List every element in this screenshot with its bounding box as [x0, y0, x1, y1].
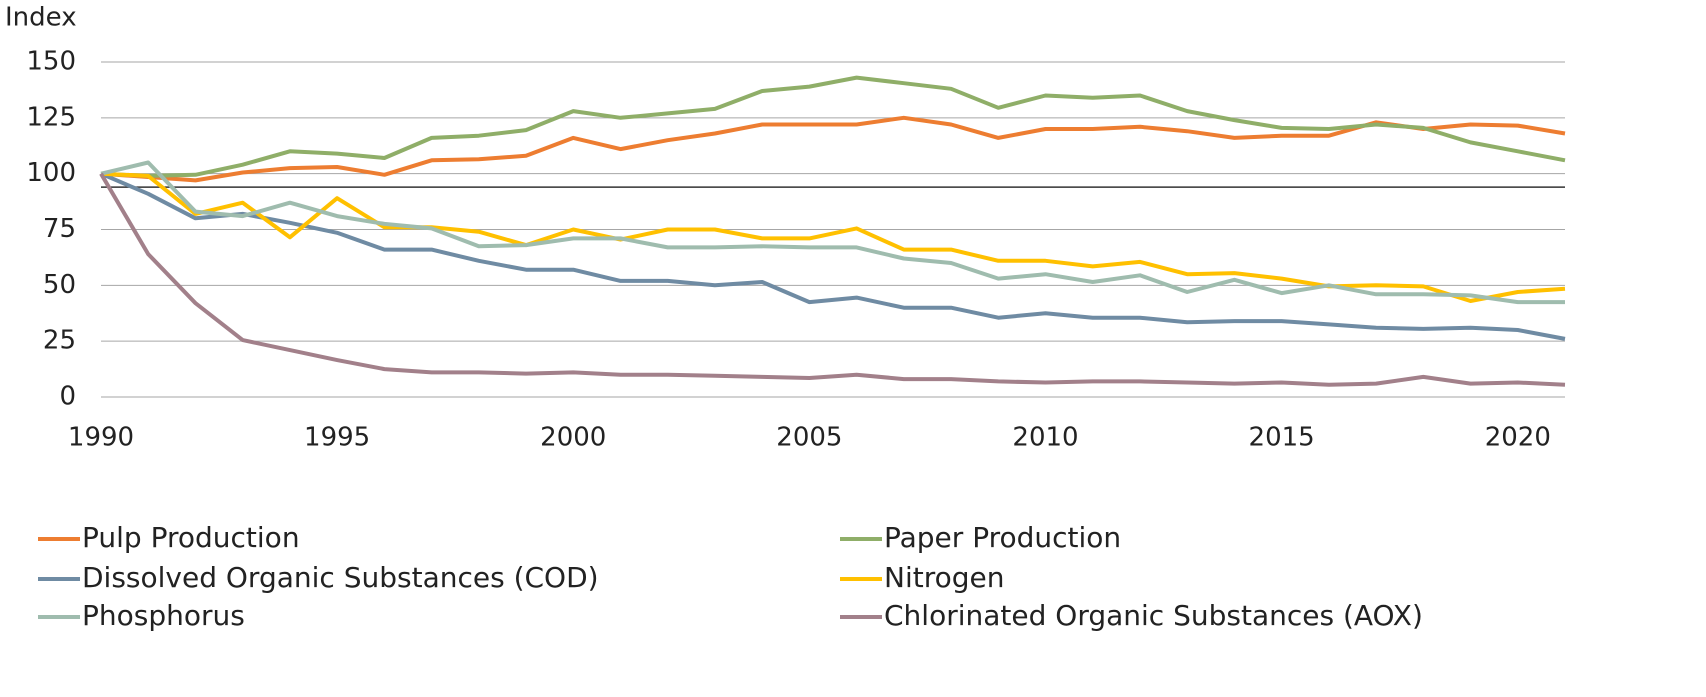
series-line — [100, 160, 1565, 305]
series-line — [100, 75, 1566, 178]
x-tick-label: 2005 — [776, 423, 842, 453]
legend-label: Dissolved Organic Substances (COD) — [82, 561, 599, 594]
series-line — [100, 171, 1566, 341]
legend-label: Nitrogen — [884, 561, 1004, 594]
x-tick-label: 2000 — [540, 423, 606, 453]
y-tick-label: 100 — [26, 158, 76, 188]
y-tick-label: 75 — [43, 214, 76, 244]
y-tick-label: 50 — [43, 270, 76, 300]
x-tick-label: 1990 — [68, 423, 134, 453]
x-tick-label: 2010 — [1012, 423, 1078, 453]
x-tick-label: 1995 — [304, 423, 370, 453]
legend-label: Phosphorus — [82, 599, 245, 632]
x-tick-label: 2020 — [1485, 423, 1551, 453]
series-line — [100, 171, 1566, 303]
legend-label: Paper Production — [884, 521, 1121, 554]
y-tick-label: 25 — [43, 326, 76, 356]
series-line — [100, 115, 1566, 183]
y-tick-label: 150 — [26, 47, 76, 77]
x-tick-label: 2015 — [1249, 423, 1315, 453]
series-line — [99, 172, 1566, 387]
legend: Pulp Production Paper Production Dissolved… — [38, 521, 1423, 632]
y-tick-label: 0 — [59, 382, 76, 412]
y-axis-label: Index — [5, 3, 77, 33]
y-tick-label: 125 — [26, 102, 76, 132]
legend-label: Chlorinated Organic Substances (AOX) — [884, 599, 1423, 632]
legend-label: Pulp Production — [82, 521, 300, 554]
